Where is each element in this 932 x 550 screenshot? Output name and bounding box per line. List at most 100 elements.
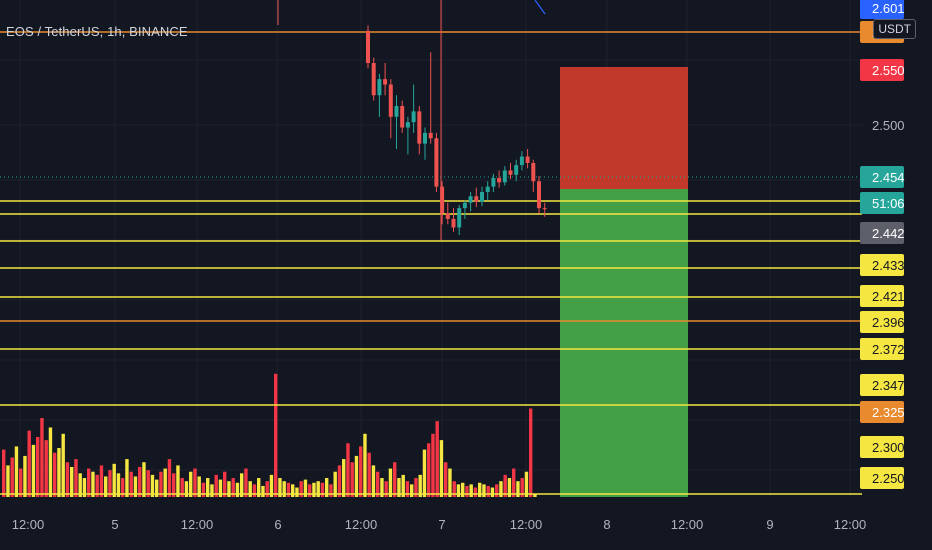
candle-body: [371, 63, 376, 96]
volume-bar: [405, 481, 410, 497]
volume-bar: [397, 478, 401, 497]
volume-bar: [342, 459, 346, 497]
candle-body: [480, 192, 484, 202]
volume-bar: [70, 466, 74, 497]
candle-body: [474, 196, 479, 202]
volume-bar: [529, 408, 533, 497]
volume-bar: [312, 482, 316, 497]
volume-bar: [189, 471, 193, 497]
price-label-box: [860, 285, 904, 307]
volume-bar: [286, 482, 291, 497]
volume-bar: [227, 481, 231, 497]
volume-bar: [427, 443, 431, 497]
volume-bar: [108, 470, 112, 497]
candle-body: [400, 106, 405, 128]
candle-body: [531, 162, 536, 182]
candle-body: [423, 132, 427, 144]
candle-body: [485, 186, 490, 192]
volume-bar: [193, 468, 197, 497]
volume-bar: [235, 482, 240, 497]
candle-body: [468, 196, 473, 203]
volume-bar: [206, 478, 210, 497]
price-label-text: 2.300: [872, 440, 905, 455]
volume-bar: [218, 479, 223, 497]
volume-bar: [40, 418, 44, 497]
volume-bar: [167, 459, 172, 497]
volume-bar: [363, 433, 367, 497]
volume-bar: [418, 474, 422, 497]
volume-bar: [210, 484, 214, 497]
candle-body: [394, 106, 399, 117]
price-label-text: 2.325: [872, 405, 905, 420]
time-axis: [0, 500, 932, 550]
candle-body: [537, 181, 541, 209]
volume-bar: [431, 433, 435, 497]
volume-bar: [295, 487, 299, 497]
price-label-box: [860, 254, 904, 276]
volume-bar: [507, 478, 512, 497]
volume-bar: [482, 484, 486, 497]
time-tick-label: 12:00: [12, 517, 45, 532]
volume-bar: [146, 470, 150, 497]
volume-bar: [388, 468, 393, 497]
candle-body: [405, 122, 410, 128]
volume-bar: [384, 481, 388, 497]
volume-bar: [14, 446, 19, 497]
volume-bar: [180, 478, 184, 497]
volume-bar: [422, 449, 427, 497]
candle-body: [383, 79, 388, 85]
volume-bar: [112, 463, 116, 497]
time-tick-label: 12:00: [834, 517, 867, 532]
candle-body: [542, 208, 547, 210]
volume-bar: [524, 471, 529, 497]
volume-bar: [184, 481, 189, 497]
volume-bar: [308, 484, 312, 497]
volume-bar: [354, 455, 359, 497]
volume-bar: [520, 478, 524, 497]
volume-bar: [291, 484, 295, 497]
candle-body: [519, 156, 524, 166]
volume-bar: [65, 462, 70, 497]
volume-bar: [376, 471, 380, 497]
volume-bar: [299, 481, 303, 497]
volume-bar: [325, 478, 329, 497]
volume-bar: [99, 465, 104, 497]
volume-bar: [346, 443, 350, 497]
volume-bar: [512, 468, 516, 497]
candle-body: [508, 170, 513, 175]
volume-bar: [473, 487, 478, 497]
time-tick-label: 6: [274, 517, 281, 532]
volume-bar: [371, 465, 376, 497]
volume-bar: [439, 440, 444, 497]
candle-body: [366, 30, 370, 63]
volume-bar: [490, 487, 495, 497]
volume-bar: [367, 452, 371, 497]
candle-body: [514, 165, 519, 175]
currency-button[interactable]: USDT: [873, 19, 916, 39]
candle-body: [445, 213, 450, 219]
volume-bar: [116, 473, 121, 497]
volume-bar: [61, 433, 65, 497]
time-tick-label: 7: [438, 517, 445, 532]
volume-bar: [359, 446, 363, 497]
volume-bar: [95, 474, 99, 497]
candle-body: [440, 186, 445, 214]
volume-bar: [129, 471, 133, 497]
volume-bar: [48, 427, 53, 497]
volume-bar: [57, 448, 61, 497]
volume-bar: [2, 449, 6, 497]
price-label-box: [860, 166, 904, 188]
volume-bar: [380, 478, 384, 497]
volume-bar: [503, 474, 507, 497]
candle-body: [428, 132, 433, 139]
volume-bar: [469, 484, 473, 497]
volume-bar: [435, 421, 439, 497]
time-tick-label: 12:00: [181, 517, 214, 532]
price-label-text: 2.442: [872, 226, 905, 241]
price-label-box: [860, 311, 904, 333]
candle-body: [502, 170, 507, 183]
volume-bar: [278, 478, 282, 497]
volume-bar: [172, 473, 176, 497]
